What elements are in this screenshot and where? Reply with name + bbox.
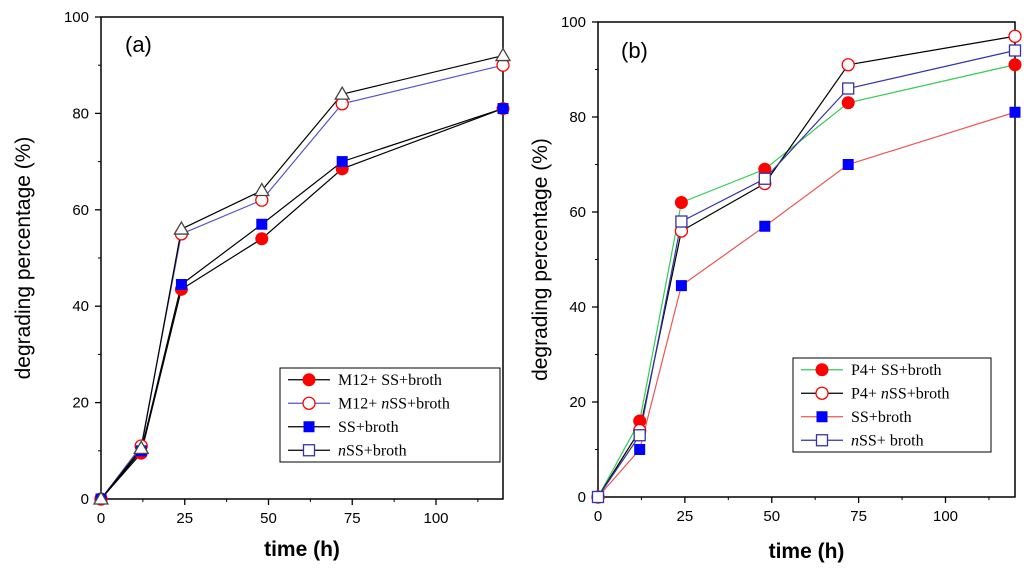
legend-box: [279, 367, 501, 463]
x-tick-label: 25: [677, 508, 694, 525]
legend: P4+ SS+broth P4+ nSS+broth SS+broth nSS+ br…: [792, 357, 992, 453]
legend-label: SS+broth: [338, 419, 399, 436]
series-line-2: [597, 35, 1016, 498]
x-tick-label: 50: [763, 508, 780, 525]
x-tick-label: 100: [423, 510, 448, 527]
y-tick-label: 40: [569, 299, 586, 316]
y-tick-label: 80: [569, 109, 586, 126]
data-point-series-1: [255, 232, 269, 246]
y-tick-label: 20: [569, 394, 586, 411]
x-tick-label: 0: [97, 510, 105, 527]
data-point-series-2: [841, 58, 855, 72]
series-line-1: [597, 64, 1016, 498]
legend-label: M12+ nSS+broth: [338, 395, 450, 412]
chart-panel-b: 0 25 50 75 100 0 20 40 60 80 100 time (h) degrading …: [529, 14, 1022, 563]
legend-label: nSS+broth: [338, 442, 407, 459]
y-tick-label: 20: [72, 395, 89, 412]
x-tick-label: 0: [594, 508, 602, 525]
legend: M12+ SS+broth M12+ nSS+broth SS+broth nSS+b…: [279, 367, 501, 463]
legend-label: P4+ nSS+broth: [851, 385, 950, 402]
legend-label: SS+broth: [851, 409, 912, 426]
x-tick-label: 75: [850, 508, 867, 525]
data-point-series-4: [591, 490, 605, 504]
panel-label: (b): [621, 38, 648, 63]
y-tick-label: 60: [569, 204, 586, 221]
y-tick-label: 80: [72, 105, 89, 122]
series-line-4: [100, 54, 504, 500]
data-point-series-4: [253, 182, 270, 197]
legend-marker: [302, 444, 316, 457]
data-point-series-1: [1008, 58, 1022, 72]
data-point-series-3: [175, 279, 187, 291]
data-point-series-4: [842, 82, 855, 95]
data-point-series-3: [256, 218, 268, 230]
data-point-series-4: [758, 172, 771, 185]
data-point-series-4: [92, 490, 110, 505]
y-axis-title: degrading percentage (%): [12, 137, 35, 380]
data-point-series-3: [1009, 106, 1021, 118]
data-point-series-3: [634, 444, 646, 455]
series-line-1: [100, 108, 504, 500]
series-line-3: [100, 108, 504, 500]
legend-label: nSS+ broth: [851, 432, 924, 449]
x-axis-title: time (h): [769, 540, 845, 563]
data-point-series-4: [494, 47, 512, 62]
legend-marker: [303, 421, 315, 433]
data-point-series-4: [675, 215, 688, 228]
x-tick-label: 50: [260, 510, 277, 527]
data-point-series-3: [675, 280, 687, 292]
x-tick-label: 75: [344, 510, 361, 527]
legend-label: M12+ SS+broth: [338, 372, 442, 389]
legend-label: P4+ SS+broth: [851, 362, 942, 379]
data-point-series-1: [674, 196, 688, 209]
x-tick-label: 25: [176, 510, 193, 527]
series-line-3: [597, 111, 1016, 498]
data-point-series-3: [336, 156, 348, 168]
y-tick-label: 40: [72, 298, 89, 315]
y-tick-label: 0: [578, 489, 586, 506]
data-point-series-4: [334, 85, 351, 100]
legend-marker: [815, 434, 829, 447]
data-point-series-1: [841, 96, 855, 110]
y-axis-title: degrading percentage (%): [529, 138, 552, 381]
data-point-series-4: [173, 220, 190, 235]
legend-marker: [816, 411, 828, 423]
series-line-2: [100, 64, 504, 500]
data-point-series-3: [759, 220, 771, 232]
data-point-series-4: [133, 440, 150, 455]
legend-marker: [815, 363, 829, 377]
legend-marker: [302, 373, 316, 387]
data-point-series-3: [497, 103, 509, 115]
y-tick-label: 100: [561, 14, 586, 31]
chart-panel-a: 0 25 50 75 100 0 20 40 60 80 100 time (h) degrading …: [12, 9, 512, 561]
data-point-series-4: [1008, 44, 1022, 57]
series-line-4: [597, 49, 1016, 498]
data-point-series-3: [842, 159, 854, 170]
data-point-series-2: [1008, 29, 1022, 43]
legend-marker: [302, 396, 316, 410]
y-tick-label: 100: [64, 9, 89, 26]
panel-label: (a): [125, 32, 152, 57]
y-tick-label: 0: [81, 491, 89, 508]
x-tick-label: 100: [933, 508, 958, 525]
x-axis-title: time (h): [264, 538, 340, 561]
y-tick-label: 60: [72, 202, 89, 219]
legend-marker: [815, 386, 829, 400]
data-point-series-4: [633, 429, 646, 442]
